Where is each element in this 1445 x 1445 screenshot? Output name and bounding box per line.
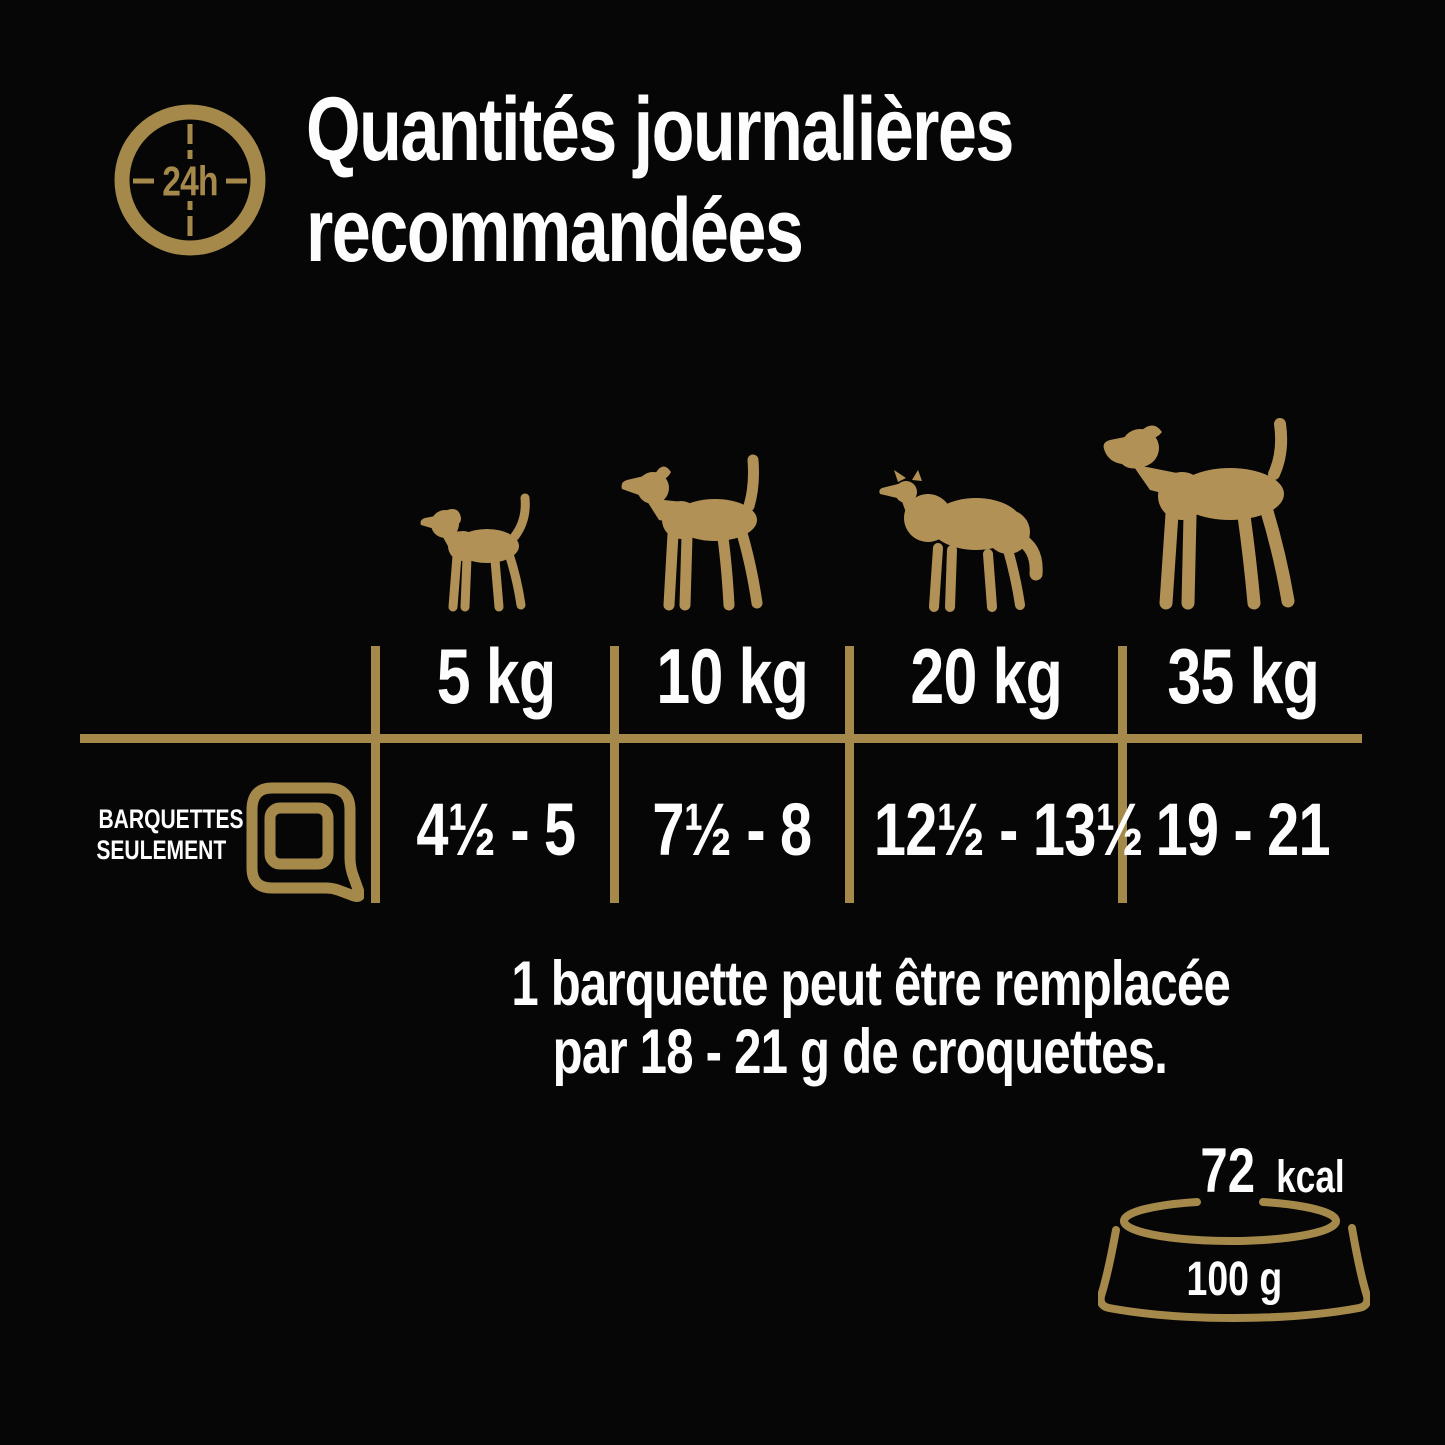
title-line-2: recommandées: [306, 181, 804, 281]
trays-value-35kg: 19 - 21: [1155, 788, 1331, 871]
table-divider-1: [371, 646, 380, 903]
kcal-unit: kcal: [1276, 1151, 1345, 1202]
weight-label-5kg: 5 kg: [436, 632, 556, 720]
herding-dog-icon: [879, 470, 1043, 612]
portion-size-label: 100 g: [1186, 1253, 1282, 1306]
table-divider-3: [845, 646, 854, 903]
replacement-note: 1 barquette peut être remplacée par 18 -…: [511, 949, 1231, 1087]
row-label-barquettes-seulement: BARQUETTES SEULEMENT: [96, 804, 244, 865]
trays-value-10kg: 7½ - 8: [652, 788, 813, 871]
medium-dog-icon: [621, 454, 763, 611]
small-dog-icon: [420, 493, 530, 612]
weight-label-20kg: 20 kg: [910, 632, 1062, 720]
page-title: Quantités journalières recommandées: [306, 80, 1212, 282]
trays-value-20kg: 12½ - 13½: [873, 788, 1144, 871]
table-divider-4: [1118, 646, 1127, 903]
table-divider-2: [610, 646, 619, 903]
table-axis-line: [80, 734, 1362, 743]
dog-bowl-icon: [1098, 1198, 1370, 1323]
24h-clock-icon: 24h: [114, 104, 266, 256]
trays-value-5kg: 4½ - 5: [416, 788, 577, 871]
tray-icon: [246, 782, 364, 902]
kcal-value: 72: [1200, 1136, 1256, 1206]
energy-value-line: 72 kcal: [1095, 1140, 1345, 1203]
24h-icon-label: 24h: [162, 159, 217, 205]
extra-large-dog-icon: [1103, 418, 1295, 610]
weight-label-35kg: 35 kg: [1167, 632, 1319, 720]
weight-label-10kg: 10 kg: [656, 632, 808, 720]
title-line-1: Quantités journalières: [306, 80, 1014, 180]
